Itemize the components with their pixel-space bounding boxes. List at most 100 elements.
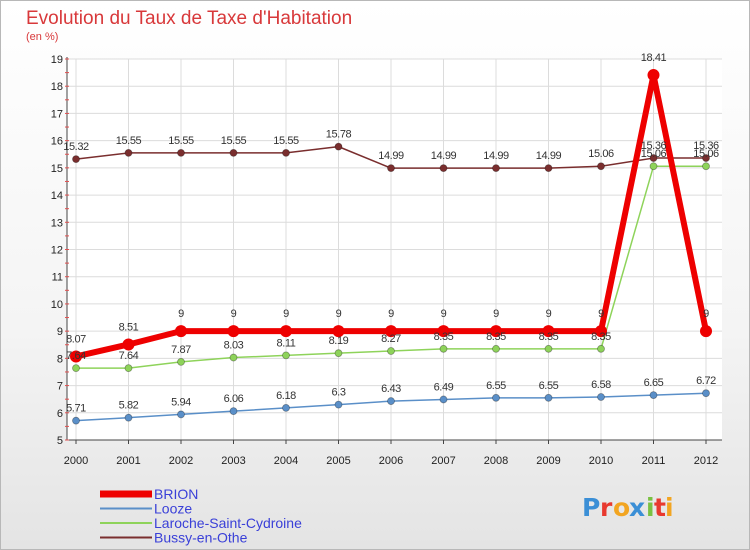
data-point <box>175 325 187 338</box>
data-point <box>177 357 185 366</box>
data-label: 5.71 <box>66 403 86 415</box>
data-label: 18.41 <box>641 52 667 64</box>
data-point <box>387 397 395 405</box>
y-tick-label: 13 <box>51 217 63 229</box>
logo-letter: P <box>582 493 600 522</box>
data-point <box>439 395 448 404</box>
data-label: 6.58 <box>591 379 611 391</box>
data-point <box>124 364 133 373</box>
data-label: 8.27 <box>381 333 401 345</box>
logo-letter: r <box>600 493 613 522</box>
data-point <box>229 407 238 416</box>
data-label: 15.55 <box>221 135 247 147</box>
y-tick-label: 7 <box>57 381 63 393</box>
logo-letter: t <box>654 493 666 522</box>
logo-letter: o <box>613 493 630 522</box>
y-tick-label: 14 <box>51 190 63 202</box>
legend-label: Bussy-en-Othe <box>154 530 248 546</box>
data-label: 6.18 <box>276 390 296 402</box>
data-point <box>332 325 345 338</box>
data-label: 9 <box>703 308 709 320</box>
x-tick-label: 2011 <box>642 455 666 467</box>
data-point <box>122 338 135 351</box>
grid <box>67 58 722 441</box>
chart-subtitle: (en %) <box>26 31 58 43</box>
data-label: 5.94 <box>171 396 191 408</box>
x-tick-label: 2000 <box>64 455 88 467</box>
data-point <box>282 351 290 360</box>
y-tick-label: 8 <box>57 353 63 365</box>
data-label: 6.55 <box>486 380 506 392</box>
y-tick-label: 6 <box>57 408 63 420</box>
data-point <box>72 416 80 425</box>
legend: BRIONLoozeLaroche-Saint-CydroineBussy-en… <box>100 486 302 546</box>
data-label: 9 <box>178 308 184 320</box>
data-label: 9 <box>493 308 499 320</box>
data-label: 8.51 <box>119 321 139 333</box>
data-label: 14.99 <box>431 150 457 162</box>
data-point <box>490 325 502 338</box>
data-label: 15.55 <box>273 135 299 147</box>
data-label: 14.99 <box>536 150 562 162</box>
data-point <box>492 393 500 402</box>
y-tick-label: 15 <box>51 163 63 175</box>
data-point <box>597 344 605 353</box>
data-point <box>649 154 658 162</box>
data-label: 8.03 <box>224 340 244 352</box>
data-label: 5.82 <box>119 400 139 412</box>
data-point <box>72 364 80 373</box>
data-label: 8.35 <box>539 331 559 343</box>
data-point <box>124 148 133 157</box>
data-label: 15.55 <box>116 135 142 147</box>
data-label: 9 <box>231 308 237 320</box>
data-label: 9 <box>441 308 447 320</box>
data-label: 15.06 <box>693 148 719 160</box>
data-label: 15.06 <box>588 148 614 160</box>
data-point <box>177 410 185 419</box>
y-tick-label: 19 <box>51 54 63 66</box>
logo-letter: i <box>646 493 655 522</box>
data-label: 15.32 <box>63 141 89 153</box>
data-label: 14.99 <box>483 150 509 162</box>
data-point <box>385 325 397 338</box>
data-point <box>702 162 710 171</box>
x-tick-label: 2010 <box>589 455 613 467</box>
y-tick-label: 10 <box>51 299 63 311</box>
data-point <box>702 389 710 398</box>
data-point <box>647 69 660 82</box>
data-label: 9 <box>598 308 604 320</box>
y-tick-label: 9 <box>57 326 63 338</box>
x-tick-label: 2005 <box>326 455 350 467</box>
data-point <box>229 353 238 362</box>
data-point <box>177 148 185 157</box>
data-label: 15.36 <box>693 140 719 152</box>
logo-letter: x <box>629 493 645 522</box>
data-label: 6.49 <box>434 381 454 393</box>
data-label: 6.06 <box>224 393 244 405</box>
x-tick-label: 2001 <box>116 455 140 467</box>
data-labels: 5.71 5.82 5.94 6.06 6.18 6.3 6.43 6.49 6.55 6.55 6… <box>63 52 719 415</box>
y-tick-label: 11 <box>52 272 63 284</box>
legend-label: Looze <box>154 501 192 517</box>
logo-letter: i <box>665 493 674 522</box>
x-tick-label: 2012 <box>694 455 718 467</box>
data-label: 15.78 <box>326 129 352 141</box>
data-point <box>595 325 607 338</box>
data-point <box>597 393 605 401</box>
data-label: 8.35 <box>591 331 611 343</box>
data-label: 7.87 <box>171 344 191 356</box>
data-point <box>387 164 395 173</box>
legend-label: BRION <box>154 486 198 502</box>
data-point <box>70 350 82 363</box>
data-label: 8.19 <box>329 335 349 347</box>
x-tick-label: 2006 <box>379 455 403 467</box>
data-point <box>544 344 553 353</box>
series-lines <box>70 69 712 425</box>
data-label: 15.36 <box>641 140 667 152</box>
data-label: 7.64 <box>66 350 86 362</box>
data-point <box>700 325 712 338</box>
data-label: 6.55 <box>539 380 559 392</box>
data-point <box>492 344 500 353</box>
